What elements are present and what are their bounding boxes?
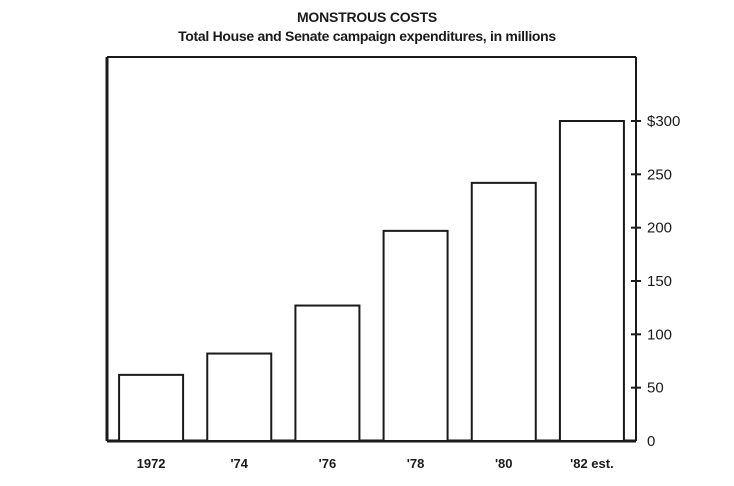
category-label: '74	[230, 456, 248, 471]
y-axis: 0 50 100 150 200 250 $300	[631, 113, 680, 450]
bar	[382, 229, 449, 442]
bar	[118, 373, 185, 442]
y-tick-label: 50	[647, 380, 664, 397]
y-tick-label: 0	[647, 433, 655, 450]
chart-title: MONSTROUS COSTS	[296, 9, 438, 25]
chart-subtitle: Total House and Senate campaign expendit…	[178, 28, 556, 44]
bar	[294, 304, 361, 442]
category-label: '76	[319, 456, 337, 471]
y-tick-label: 100	[647, 326, 672, 343]
y-tick-label: 250	[647, 166, 672, 183]
plot-frame	[105, 56, 637, 443]
x-axis: 1972 '74 '76 '78 '80 '82 est.	[137, 456, 614, 471]
category-label: 1972	[137, 456, 166, 471]
chart-titles: MONSTROUS COSTS Total House and Senate c…	[0, 8, 734, 46]
bars	[118, 120, 625, 442]
category-label: '78	[407, 456, 425, 471]
y-tick-label: $300	[647, 113, 680, 130]
bar	[470, 181, 537, 442]
y-tick-label: 200	[647, 220, 672, 237]
y-tick-label: 150	[647, 273, 672, 290]
bar	[206, 352, 273, 442]
category-label: '80	[495, 456, 513, 471]
category-label: '82 est.	[570, 456, 614, 471]
bar	[558, 120, 625, 442]
